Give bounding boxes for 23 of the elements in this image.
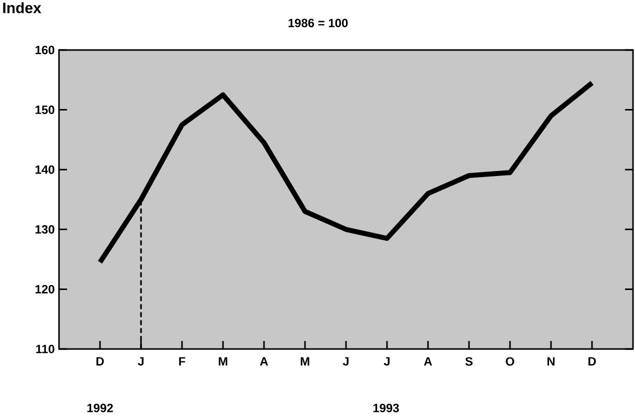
y-tick-label: 140 — [36, 165, 54, 174]
x-tick-label: A — [260, 357, 268, 366]
x-tick-label: D — [588, 357, 596, 366]
y-tick-label: 130 — [36, 225, 54, 234]
x-tick-label: N — [547, 357, 555, 366]
y-tick-label: 150 — [36, 106, 54, 114]
x-tick-label: F — [179, 357, 186, 366]
x-tick-label: O — [506, 357, 514, 366]
chart-subtitle: 1986 = 100 — [288, 18, 348, 28]
x-tick-label: J — [138, 357, 144, 366]
x-tick-label: M — [300, 357, 310, 366]
text: 1993 — [373, 404, 399, 412]
x-tick-label: J — [342, 357, 349, 366]
x-tick-label: M — [218, 357, 228, 366]
x-tick-label: D — [96, 357, 104, 366]
y-axis-title: Index — [3, 2, 42, 14]
y-tick-label: 120 — [36, 284, 54, 294]
y-tick-label: 110 — [36, 344, 54, 354]
y-tick-label: 160 — [36, 46, 54, 54]
x-tick-label: J — [384, 357, 390, 366]
x-tick-label: S — [465, 357, 473, 366]
text: 1992 — [87, 404, 113, 412]
x-tick-label: A — [424, 357, 432, 366]
